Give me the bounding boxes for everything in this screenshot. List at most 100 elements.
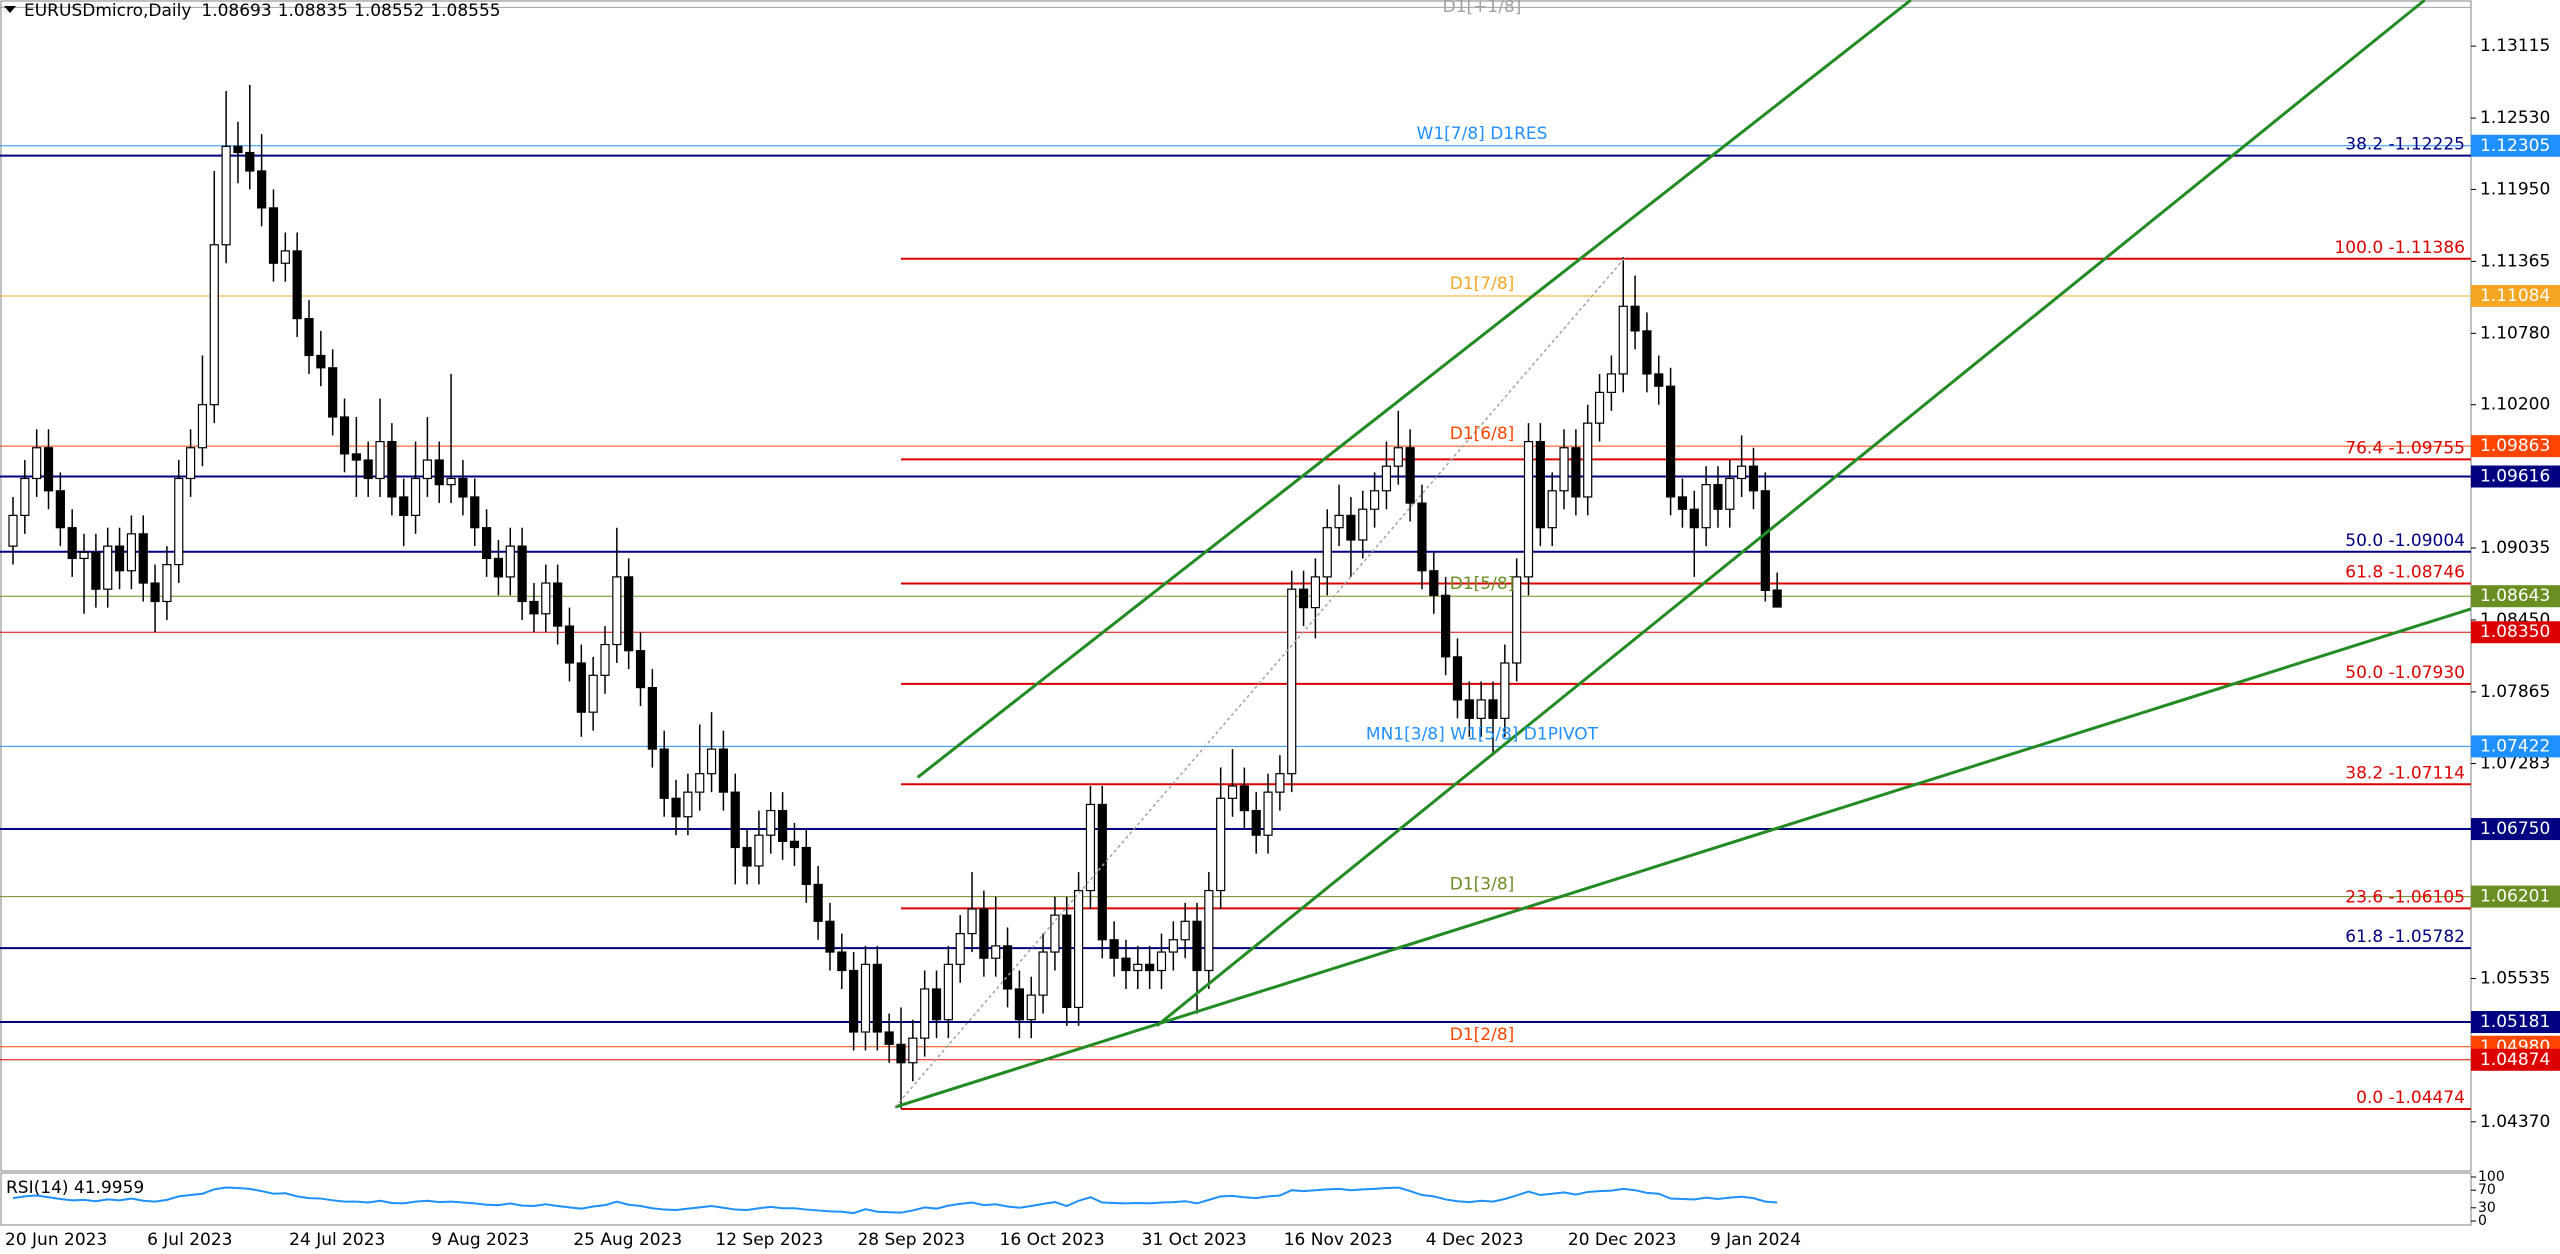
candle-body bbox=[695, 773, 705, 793]
candle-body bbox=[1381, 465, 1392, 492]
candle-body bbox=[991, 945, 1001, 959]
x-tick-label: 25 Aug 2023 bbox=[573, 1230, 682, 1250]
trendlines-layer bbox=[894, 0, 2471, 1109]
axis-layer: 1.13115 1.12530 1.11950 1.11365 1.10780 1.102… bbox=[5, 36, 2550, 1250]
candle-body bbox=[1594, 391, 1605, 424]
candle-body bbox=[777, 809, 788, 842]
fib-label: 38.2 -1.07114 bbox=[2345, 763, 2465, 783]
y-tick-label: 1.05535 bbox=[2480, 968, 2550, 988]
candle-body bbox=[434, 459, 444, 486]
candle-body bbox=[138, 533, 148, 584]
candle-body bbox=[1713, 484, 1723, 510]
candle-body bbox=[529, 600, 539, 615]
trendline bbox=[894, 257, 1625, 1108]
fib-label: 0.0 -1.04474 bbox=[2356, 1088, 2465, 1108]
price-box bbox=[2471, 621, 2560, 644]
price-box bbox=[2471, 885, 2560, 908]
rsi-frame bbox=[0, 1172, 2472, 1226]
candle-body bbox=[517, 545, 527, 603]
candle-body bbox=[482, 527, 492, 560]
candle-body bbox=[624, 576, 634, 652]
price-box-label: 1.09863 bbox=[2480, 436, 2550, 456]
candle-body bbox=[446, 477, 456, 486]
candle-body bbox=[245, 151, 255, 172]
level-label: D1[5/8] bbox=[1450, 574, 1515, 594]
price-box-label: 1.11084 bbox=[2480, 286, 2550, 306]
fib-label: 50.0 -1.07930 bbox=[2345, 663, 2465, 683]
fib-label: 23.6 -1.06105 bbox=[2345, 887, 2465, 907]
candle-body bbox=[766, 809, 776, 836]
candle-body bbox=[458, 477, 468, 498]
candle-body bbox=[328, 367, 338, 418]
candle-body bbox=[91, 551, 101, 590]
rsi-title: RSI(14) 41.9959 bbox=[6, 1178, 144, 1198]
candle-body bbox=[351, 453, 361, 461]
price-box-label: 1.08643 bbox=[2480, 586, 2550, 606]
y-tick-label: 1.07283 bbox=[2480, 753, 2550, 773]
candle-body bbox=[422, 459, 432, 480]
candle-body bbox=[1464, 699, 1474, 719]
price-box bbox=[2471, 1048, 2560, 1071]
candle-body bbox=[1737, 465, 1747, 480]
candle-body bbox=[197, 404, 208, 449]
candle-body bbox=[1689, 508, 1699, 529]
candle-body bbox=[801, 846, 811, 886]
level-label: MN1[3/8] W1[5/8] D1PIVOT bbox=[1366, 724, 1599, 744]
candle-body bbox=[1251, 809, 1261, 836]
candle-body bbox=[1062, 914, 1072, 1009]
candle-body bbox=[1109, 939, 1119, 959]
candle-body bbox=[1073, 889, 1084, 1009]
candle-body bbox=[1038, 951, 1048, 996]
candle-body bbox=[600, 643, 610, 676]
candle-body bbox=[1512, 576, 1522, 664]
candle-body bbox=[43, 447, 54, 492]
candle-body bbox=[280, 250, 290, 264]
candle-body bbox=[1156, 951, 1167, 972]
candle-body bbox=[1488, 699, 1498, 719]
candle-body bbox=[683, 791, 693, 818]
candle-body bbox=[1665, 385, 1676, 498]
x-tick-label: 6 Jul 2023 bbox=[147, 1230, 232, 1250]
symbol: EURUSDmicro,Daily bbox=[24, 1, 191, 21]
candle-body bbox=[1583, 422, 1593, 498]
x-tick-label: 24 Jul 2023 bbox=[289, 1230, 385, 1250]
candle-body bbox=[612, 576, 622, 646]
candle-body bbox=[1227, 785, 1238, 799]
candle-body bbox=[884, 1031, 894, 1045]
price-box bbox=[2471, 1011, 2560, 1034]
y-tick-label: 1.13115 bbox=[2480, 36, 2550, 56]
candle-body bbox=[553, 582, 563, 627]
y-tick-label: 1.10200 bbox=[2480, 395, 2550, 415]
candle-body bbox=[1192, 920, 1202, 972]
candle-body bbox=[1452, 656, 1463, 701]
candle-body bbox=[931, 988, 942, 1021]
candle-body bbox=[1701, 484, 1711, 529]
candle-body bbox=[1168, 939, 1178, 953]
fib-label: 61.8 -1.08746 bbox=[2345, 563, 2465, 583]
candle-body bbox=[860, 963, 871, 1033]
candle-body bbox=[1547, 490, 1557, 529]
price-box-label: 1.06201 bbox=[2480, 887, 2550, 907]
candle-body bbox=[1014, 988, 1025, 1021]
candle-body bbox=[1441, 594, 1451, 658]
trendline bbox=[1155, 0, 2426, 1028]
candle-body bbox=[659, 748, 669, 799]
candle-body bbox=[1677, 496, 1688, 510]
candle-body bbox=[671, 797, 681, 818]
candle-body bbox=[564, 625, 575, 664]
price-box bbox=[2471, 465, 2560, 488]
candle-body bbox=[1571, 447, 1581, 498]
candle-body bbox=[730, 791, 740, 849]
candle-body bbox=[1535, 440, 1545, 529]
candle-body bbox=[955, 933, 965, 965]
candle-body bbox=[754, 834, 764, 867]
candle-body bbox=[825, 920, 835, 953]
x-tick-label: 28 Sep 2023 bbox=[857, 1230, 965, 1250]
labels-layer: D1[+1/8] W1[7/8] D1RES D1[7/8] D1[6/8] D1[5/… bbox=[1366, 0, 2465, 1108]
candle-body bbox=[647, 686, 657, 750]
menu-arrow bbox=[4, 6, 16, 13]
candle-body bbox=[1630, 305, 1640, 332]
candle-body bbox=[493, 557, 504, 578]
candle-body bbox=[221, 145, 231, 246]
